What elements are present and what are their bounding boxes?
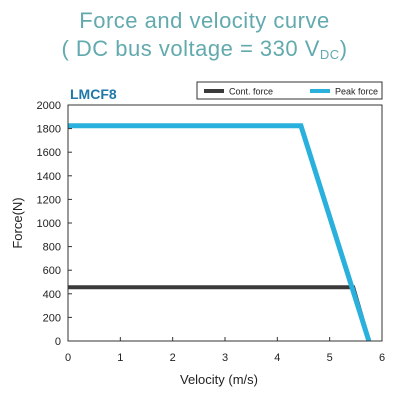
y-axis-label: Force(N)	[10, 197, 25, 248]
y-tick-label: 400	[43, 289, 61, 301]
y-tick-label: 600	[43, 265, 61, 277]
y-tick-label: 1800	[37, 124, 61, 136]
y-tick-label: 200	[43, 312, 61, 324]
x-tick-label: 1	[117, 352, 123, 364]
y-tick-label: 0	[55, 336, 61, 348]
subheading-close: )	[339, 36, 348, 61]
y-tick-label: 1400	[37, 171, 61, 183]
x-tick-label: 2	[170, 352, 176, 364]
y-tick-label: 800	[43, 242, 61, 254]
legend-box	[196, 81, 383, 100]
x-tick-label: 3	[222, 352, 228, 364]
x-tick-label: 0	[65, 352, 71, 364]
plot-frame	[67, 104, 383, 342]
y-axis-ticks: 0 200 400 600 800 1000 1200 1400 1600 1800 2000	[37, 100, 72, 348]
x-tick-label: 6	[379, 352, 385, 364]
x-tick-label: 4	[274, 352, 280, 364]
y-tick-label: 2000	[37, 100, 61, 112]
x-axis-ticks: 0 1 2 3 4 5 6	[65, 337, 385, 364]
subheading-subscript: DC	[319, 47, 340, 62]
x-tick-label: 5	[327, 352, 333, 364]
chart-title: LMCF8	[70, 86, 117, 102]
x-axis-label: Velocity (m/s)	[180, 372, 258, 387]
legend-label-peak-force: Peak force	[335, 87, 378, 97]
series-line-cont-force	[68, 285, 371, 342]
series-layer	[68, 123, 372, 342]
chart-subheading: ( DC bus voltage = 330 VDC)	[0, 36, 409, 62]
y-tick-label: 1600	[37, 147, 61, 159]
legend: Cont. force Peak force	[196, 81, 383, 100]
series-line-peak-force	[68, 123, 372, 342]
subheading-text: ( DC bus voltage = 330 V	[61, 36, 320, 61]
legend-label-cont-force: Cont. force	[229, 87, 273, 97]
y-tick-label: 1200	[37, 194, 61, 206]
chart-heading: Force and velocity curve	[79, 8, 330, 33]
y-tick-label: 1000	[37, 218, 61, 230]
